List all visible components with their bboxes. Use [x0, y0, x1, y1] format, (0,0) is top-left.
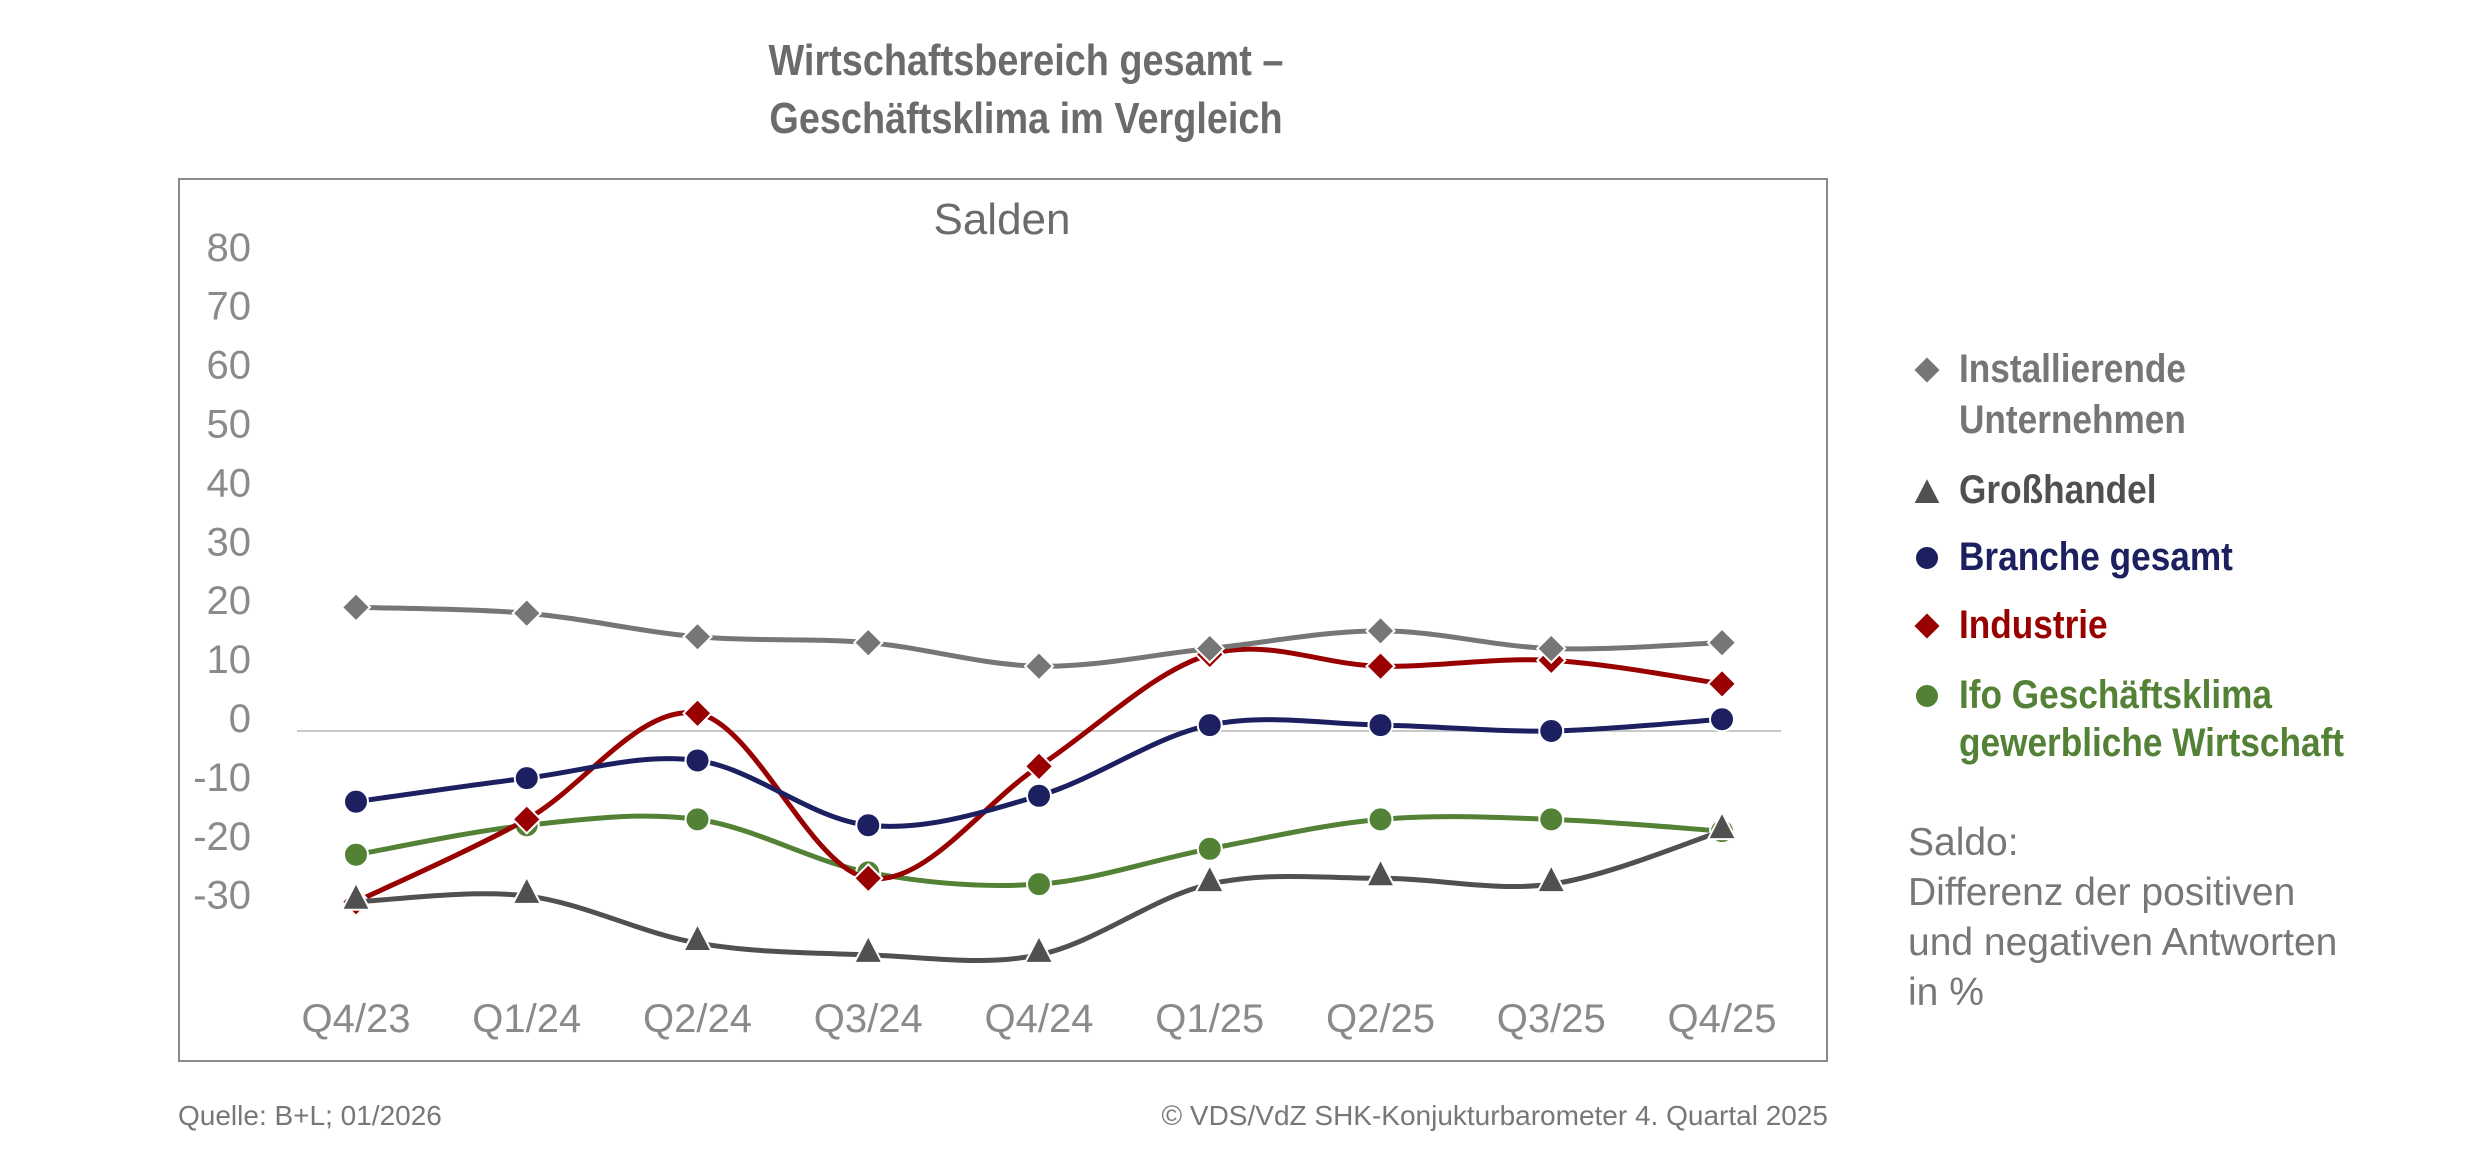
- data-point: [1023, 750, 1055, 782]
- data-point: [1535, 633, 1567, 664]
- data-point: [852, 627, 884, 659]
- legend-marker-diamond-icon: [1911, 354, 1943, 386]
- data-point: [852, 933, 884, 964]
- data-point: [1026, 871, 1052, 898]
- data-point: [684, 806, 711, 833]
- data-point: [1535, 862, 1567, 894]
- data-point: [1538, 718, 1565, 744]
- data-point: [684, 747, 711, 774]
- data-point: [343, 841, 369, 868]
- chart-title-line-2: Geschäftsklima im Vergleich: [769, 94, 1283, 143]
- data-point: [1023, 933, 1055, 964]
- legend-marker: [1911, 610, 1943, 642]
- data-point: [513, 765, 540, 792]
- data-point: [1196, 712, 1223, 739]
- data-point: [1196, 835, 1223, 862]
- x-tick-label: Q1/24: [472, 997, 581, 1041]
- legend-label: Unternehmen: [1959, 398, 2186, 442]
- legend-label: gewerbliche Wirtschaft: [1959, 721, 2345, 765]
- x-tick-label: Q1/25: [1155, 997, 1264, 1041]
- series-4: [343, 806, 1735, 898]
- chart-subtitle: Salden: [933, 195, 1070, 244]
- legend-label: Branche gesamt: [1959, 535, 2233, 579]
- data-point: [682, 621, 713, 653]
- legend-marker: [1911, 354, 1943, 386]
- y-tick-label: 60: [207, 344, 252, 388]
- legend-marker-diamond-icon: [1911, 610, 1943, 642]
- series-line: [354, 646, 1723, 905]
- data-point: [1367, 806, 1394, 833]
- x-tick-label: Q4/23: [302, 997, 411, 1041]
- saldo-note: Saldo: Differenz der positiven und negat…: [1908, 818, 2337, 1018]
- copyright-note: © VDS/VdZ SHK-Konjukturbarometer 4. Quar…: [1161, 1100, 1829, 1131]
- legend-marker: [1914, 545, 1940, 571]
- data-point: [1194, 862, 1226, 894]
- y-tick-label: 30: [207, 520, 252, 564]
- data-point: [1706, 668, 1738, 700]
- saldo-note-line: Saldo:: [1908, 821, 2019, 864]
- x-tick-label: Q4/25: [1668, 997, 1777, 1041]
- data-point: [511, 874, 543, 905]
- y-tick-label: -30: [193, 874, 251, 918]
- data-point: [1706, 809, 1738, 841]
- data-point: [340, 880, 372, 911]
- data-point: [340, 591, 372, 623]
- x-tick-label: Q3/25: [1497, 997, 1606, 1041]
- saldo-note-line: und negativen Antworten: [1908, 921, 2338, 964]
- series-0: [340, 591, 1738, 682]
- y-tick-label: 40: [207, 461, 252, 505]
- data-point: [1364, 857, 1397, 888]
- x-tick-label: Q2/24: [643, 997, 752, 1041]
- data-point: [1194, 633, 1226, 664]
- y-tick-label: 20: [207, 579, 252, 623]
- data-point: [511, 597, 543, 629]
- data-point: [1026, 782, 1052, 809]
- data-point: [1367, 712, 1394, 739]
- y-tick-label: 0: [229, 697, 251, 741]
- x-tick-label: Q4/24: [985, 997, 1094, 1041]
- x-tick-label: Q3/24: [814, 997, 923, 1041]
- legend-label: Industrie: [1959, 603, 2108, 647]
- data-point: [1706, 627, 1738, 659]
- saldo-note-line: in %: [1908, 971, 1984, 1014]
- series-1: [340, 809, 1738, 964]
- y-tick-label: -10: [193, 756, 251, 800]
- data-point: [1023, 650, 1055, 682]
- source-note: Quelle: B+L; 01/2026: [178, 1100, 442, 1131]
- series-2: [343, 706, 1735, 839]
- y-tick-label: 70: [207, 285, 252, 329]
- chart-title-line-1: Wirtschaftsbereich gesamt –: [768, 36, 1284, 85]
- legend-label: Großhandel: [1959, 468, 2157, 512]
- data-point: [343, 788, 369, 815]
- plot-frame: [178, 178, 1828, 1062]
- data-point: [511, 803, 543, 835]
- data-point: [855, 812, 882, 839]
- y-tick-label: 80: [207, 226, 252, 270]
- saldo-note-line: Differenz der positiven: [1908, 871, 2296, 914]
- legend-marker-circle-icon: [1914, 683, 1940, 709]
- y-tick-label: 10: [207, 638, 252, 682]
- legend-marker-triangle-icon: [1911, 474, 1943, 505]
- legend-label: Ifo Geschäftsklima: [1959, 673, 2273, 717]
- legend-marker-circle-icon: [1914, 545, 1940, 571]
- y-tick-label: -20: [193, 815, 251, 859]
- data-point: [852, 862, 884, 894]
- legend-marker: [1911, 474, 1943, 505]
- legend-label: Installierende: [1959, 347, 2186, 391]
- x-tick-label: Q2/25: [1326, 997, 1435, 1041]
- data-point: [1365, 615, 1396, 647]
- data-point: [681, 921, 714, 953]
- data-point: [1365, 650, 1396, 682]
- y-tick-label: 50: [207, 403, 252, 447]
- data-point: [1538, 806, 1565, 833]
- data-point: [1709, 706, 1735, 733]
- legend-marker: [1914, 683, 1940, 709]
- data-point: [682, 697, 713, 729]
